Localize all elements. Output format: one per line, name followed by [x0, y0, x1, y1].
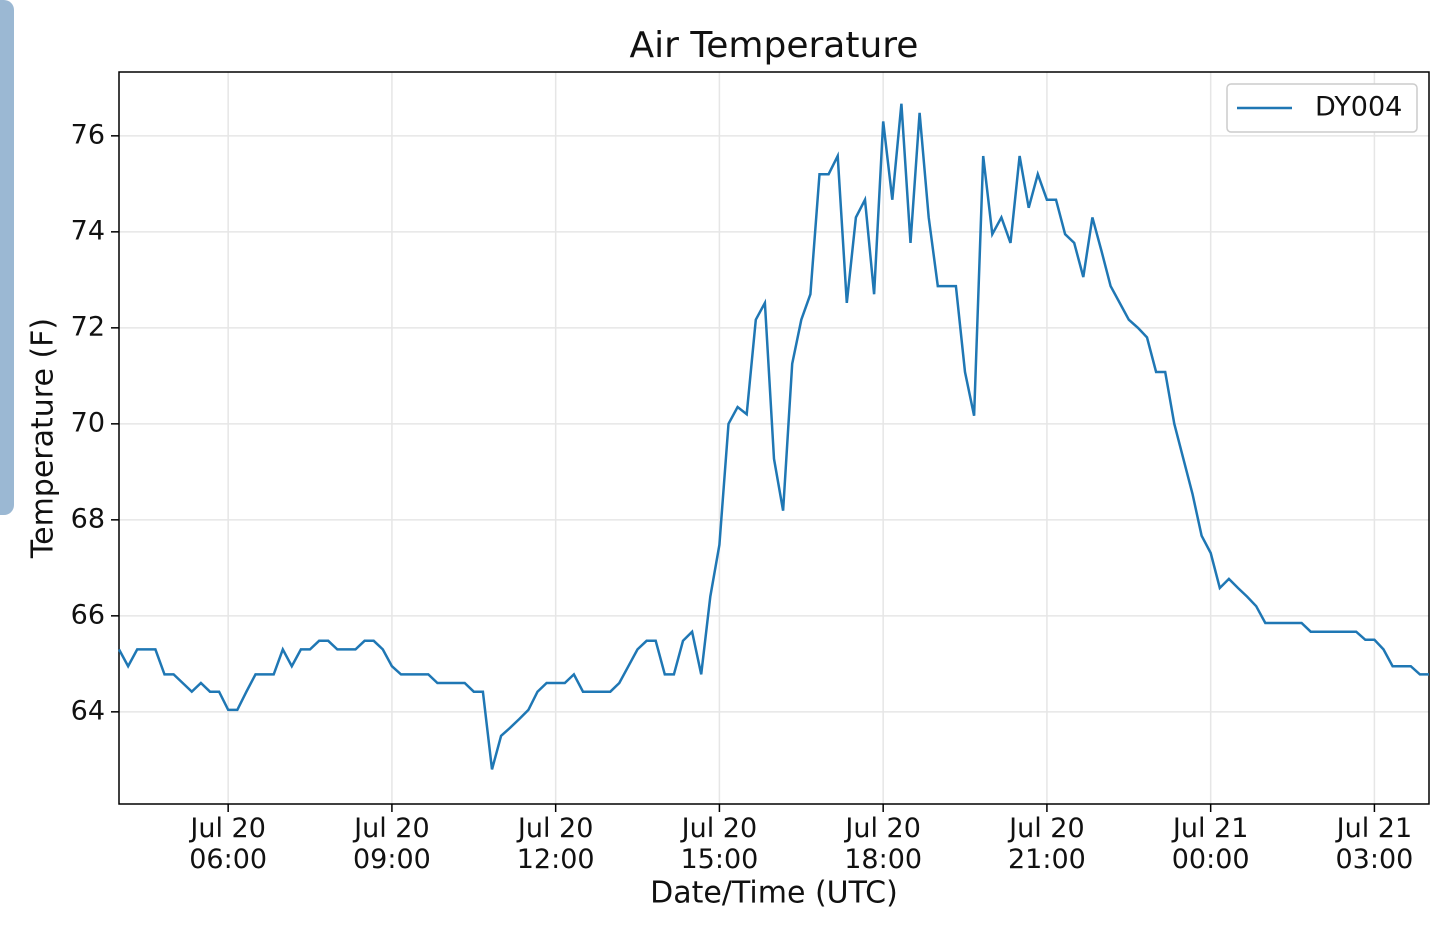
y-tick-label: 70 [71, 407, 105, 438]
y-tick-label: 66 [71, 599, 105, 630]
x-tick-label: Jul 20 12:00 [516, 813, 595, 875]
x-tick-label: Jul 20 09:00 [353, 813, 431, 875]
sidebar-edge [0, 0, 14, 515]
x-tick-label: Jul 20 21:00 [1008, 813, 1086, 875]
legend-box [1226, 83, 1418, 133]
data-line [117, 103, 1429, 770]
y-tick-label: 76 [71, 119, 105, 150]
chart-title: Air Temperature [630, 25, 919, 66]
y-tick-label: 64 [71, 695, 105, 726]
x-tick-label: Jul 20 15:00 [680, 813, 759, 875]
legend-label: DY004 [1315, 92, 1402, 123]
y-tick-label: 74 [71, 215, 105, 246]
plot-frame [118, 71, 1430, 805]
x-tick-label: Jul 20 06:00 [189, 813, 268, 875]
x-tick-label: Jul 21 00:00 [1171, 813, 1250, 875]
x-axis-label: Date/Time (UTC) [650, 876, 898, 911]
x-tick-label: Jul 20 18:00 [844, 813, 923, 875]
y-tick-label: 72 [71, 311, 105, 342]
y-tick-label: 68 [71, 503, 105, 534]
y-axis-label: Temperature (F) [26, 318, 61, 559]
x-tick-label: Jul 21 03:00 [1335, 813, 1414, 875]
